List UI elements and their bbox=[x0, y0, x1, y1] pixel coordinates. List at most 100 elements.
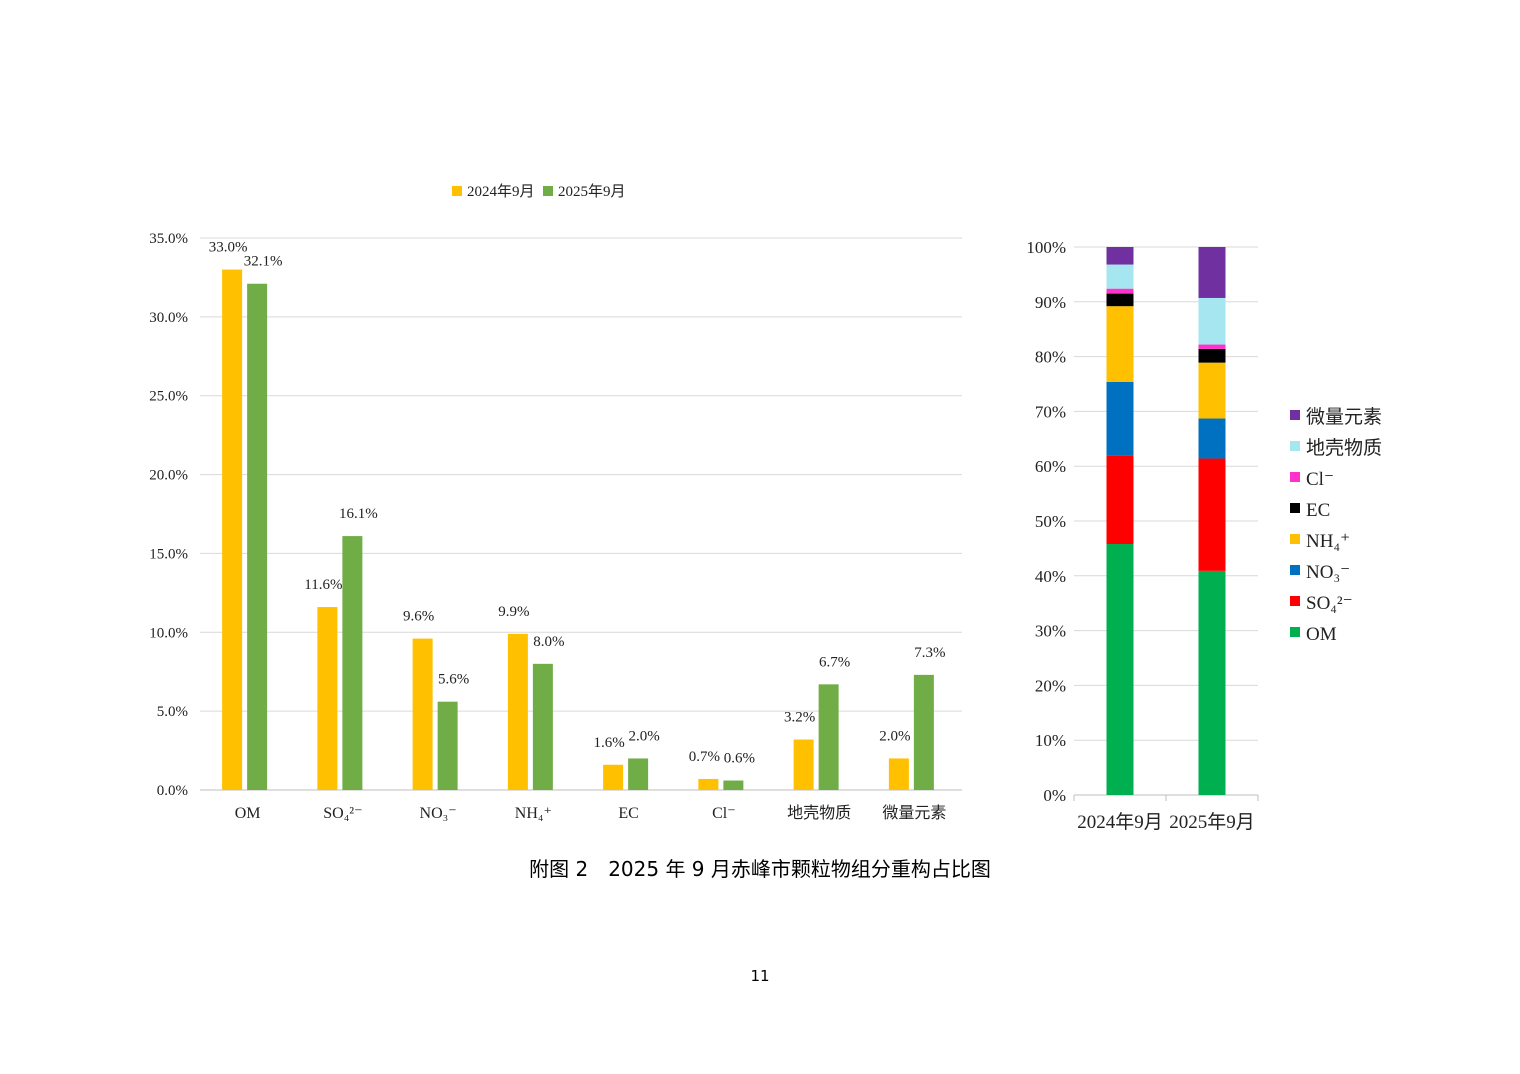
y-tick-label: 25.0% bbox=[149, 389, 188, 405]
figure-caption: 附图 2 2025 年 9 月赤峰市颗粒物组分重构占比图 bbox=[529, 857, 991, 881]
y-tick-label: 100% bbox=[1026, 238, 1066, 257]
y-tick-label: 60% bbox=[1035, 457, 1066, 476]
y-tick-label: 30.0% bbox=[149, 310, 188, 326]
data-label: 3.2% bbox=[784, 710, 815, 726]
data-label: 5.6% bbox=[438, 672, 469, 688]
component-stacked-chart: 0% 10% 20% 30% 40% 50% 60% 70% 80% 90% 100% 2024年9月… bbox=[1026, 238, 1382, 833]
legend-swatch bbox=[1290, 472, 1300, 482]
stack-segment bbox=[1106, 293, 1134, 307]
stack-segment bbox=[1198, 247, 1226, 298]
y-tick-label: 10% bbox=[1035, 731, 1066, 750]
stack-segment bbox=[1198, 297, 1226, 345]
x-tick-label: SO₄²⁻ bbox=[323, 805, 362, 822]
x-tick-label: Cl⁻ bbox=[712, 805, 736, 822]
x-tick-label: 地壳物质 bbox=[787, 804, 851, 822]
legend-swatch bbox=[543, 186, 553, 196]
legend-swatch bbox=[452, 186, 462, 196]
stack-segment bbox=[1106, 544, 1134, 795]
y-tick-label: 20.0% bbox=[149, 468, 188, 484]
bar-2024 bbox=[317, 607, 338, 790]
legend-label: 2024年9月 bbox=[467, 183, 535, 200]
stack-segment bbox=[1198, 418, 1226, 459]
y-tick-label: 10.0% bbox=[149, 625, 188, 641]
data-label: 8.0% bbox=[533, 634, 564, 650]
bar-2025 bbox=[723, 780, 744, 790]
y-tick-label: 50% bbox=[1035, 512, 1066, 531]
legend-label: SO₄²⁻ bbox=[1306, 593, 1353, 614]
data-label: 1.6% bbox=[594, 735, 625, 751]
stack-segment bbox=[1106, 455, 1134, 545]
x-tick-label: 微量元素 bbox=[882, 804, 946, 822]
x-tick-label: 2024年9月 bbox=[1077, 811, 1163, 833]
y-tick-label: 0.0% bbox=[157, 783, 188, 799]
x-tick-label: NO₃⁻ bbox=[420, 805, 457, 822]
stack-segment bbox=[1106, 306, 1134, 382]
y-tick-label: 30% bbox=[1035, 622, 1066, 641]
component-bar-chart: 0.0% 5.0% 10.0% 15.0% 20.0% 25.0% 30.0% 35.0% OM… bbox=[149, 183, 962, 822]
y-tick-label: 5.0% bbox=[157, 704, 188, 720]
data-label: 33.0% bbox=[209, 240, 248, 256]
legend-label: EC bbox=[1306, 500, 1330, 521]
y-tick-label: 0% bbox=[1043, 786, 1066, 805]
stack-segment bbox=[1106, 264, 1134, 289]
legend-swatch bbox=[1290, 565, 1300, 575]
data-label: 6.7% bbox=[819, 654, 850, 670]
stack-segment bbox=[1106, 247, 1134, 265]
data-label: 0.7% bbox=[689, 749, 720, 765]
y-tick-label: 40% bbox=[1035, 567, 1066, 586]
bar-2024 bbox=[698, 778, 719, 790]
legend-label: Cl⁻ bbox=[1306, 469, 1334, 490]
stack-segment bbox=[1198, 362, 1226, 419]
x-tick-label: NH₄⁺ bbox=[515, 805, 552, 822]
y-tick-label: 15.0% bbox=[149, 546, 188, 562]
data-label: 9.6% bbox=[403, 609, 434, 625]
legend-swatch bbox=[1290, 534, 1300, 544]
legend-swatch bbox=[1290, 441, 1300, 451]
stack-segment bbox=[1198, 570, 1226, 795]
y-tick-label: 90% bbox=[1035, 293, 1066, 312]
legend: 2024年9月 2025年9月 bbox=[452, 183, 626, 200]
data-label: 16.1% bbox=[339, 506, 378, 522]
legend-label: NO₃⁻ bbox=[1306, 562, 1350, 583]
y-tick-label: 70% bbox=[1035, 402, 1066, 421]
bar-2025 bbox=[342, 536, 363, 790]
legend-swatch bbox=[1290, 503, 1300, 513]
legend-label: OM bbox=[1306, 624, 1337, 645]
stack-segment bbox=[1106, 288, 1134, 294]
bar-2024 bbox=[507, 633, 528, 790]
bar-2025 bbox=[628, 758, 649, 790]
bar-2024 bbox=[603, 764, 624, 790]
x-tick-label: EC bbox=[618, 805, 638, 822]
legend-swatch bbox=[1290, 410, 1300, 420]
data-label: 7.3% bbox=[914, 645, 945, 661]
data-label: 2.0% bbox=[879, 728, 910, 744]
page-number: 11 bbox=[750, 967, 769, 985]
y-tick-label: 80% bbox=[1035, 348, 1066, 367]
bar-2025 bbox=[437, 701, 458, 790]
bar-2024 bbox=[222, 269, 243, 790]
bar-2025 bbox=[818, 684, 839, 790]
bar-2025 bbox=[532, 663, 553, 790]
legend-label: 2025年9月 bbox=[558, 183, 626, 200]
legend-label: 微量元素 bbox=[1306, 406, 1382, 428]
data-label: 32.1% bbox=[244, 254, 283, 270]
bar-2025 bbox=[913, 674, 934, 790]
stack-segment bbox=[1106, 381, 1134, 456]
y-tick-label: 20% bbox=[1035, 676, 1066, 695]
legend-label: 地壳物质 bbox=[1306, 437, 1382, 459]
x-tick-label: OM bbox=[235, 805, 261, 822]
legend-swatch bbox=[1290, 627, 1300, 637]
bar-2024 bbox=[412, 638, 433, 790]
legend-swatch bbox=[1290, 596, 1300, 606]
legend-label: NH₄⁺ bbox=[1306, 531, 1350, 552]
stack-segment bbox=[1198, 348, 1226, 363]
stack-segment bbox=[1198, 458, 1226, 571]
stack-segment bbox=[1198, 344, 1226, 349]
x-tick-label: 2025年9月 bbox=[1169, 811, 1255, 833]
data-label: 0.6% bbox=[724, 751, 755, 767]
y-tick-label: 35.0% bbox=[149, 231, 188, 247]
data-label: 9.9% bbox=[498, 604, 529, 620]
data-label: 2.0% bbox=[629, 728, 660, 744]
